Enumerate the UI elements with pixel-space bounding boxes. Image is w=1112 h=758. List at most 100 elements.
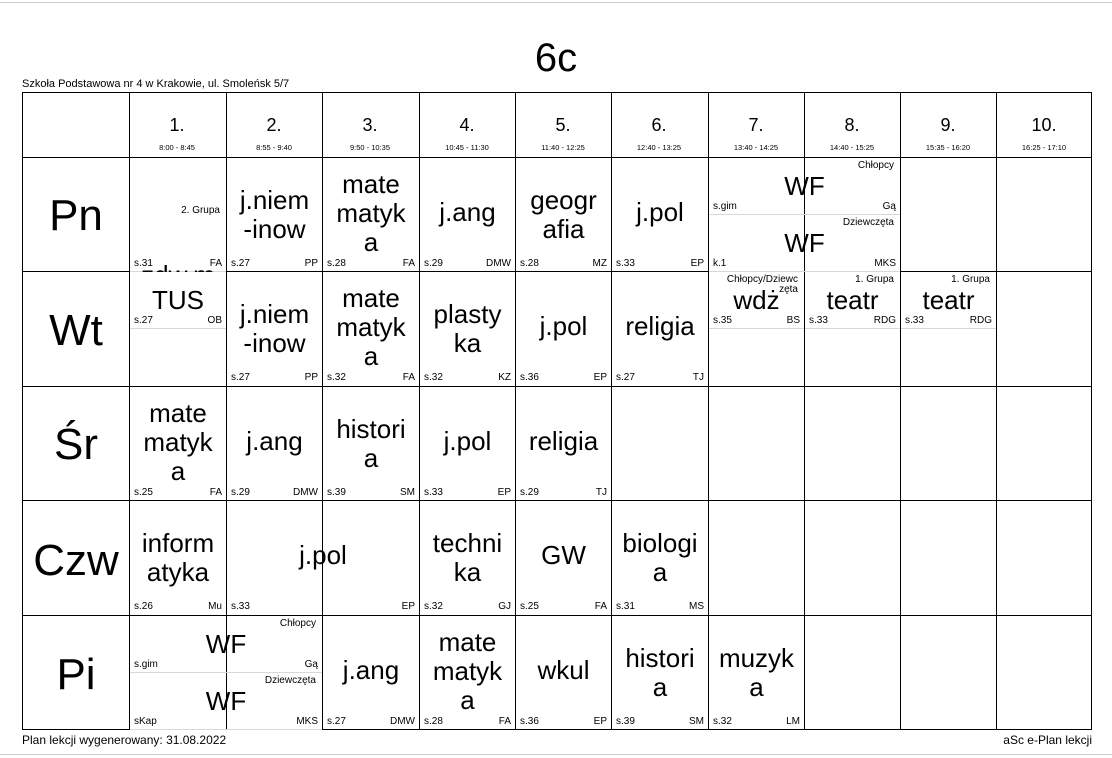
generated-date: Plan lekcji wygenerowany: 31.08.2022 xyxy=(22,733,227,747)
cell-separator xyxy=(901,328,996,329)
lesson-cell[interactable]: 1. Grupa teatr s.33 RDG xyxy=(901,272,996,329)
top-border xyxy=(0,2,1112,3)
lesson-subject: inform atyka xyxy=(141,528,215,588)
period-number: 5. xyxy=(555,115,571,135)
bottom-border xyxy=(0,754,1112,755)
lesson-cell[interactable]: GW s.25 FA xyxy=(516,501,611,615)
cell-separator xyxy=(805,328,900,329)
lesson-subject: plasty ka xyxy=(433,299,502,359)
lesson-group: Dziewczęta xyxy=(842,217,894,228)
lesson-room: s.39 xyxy=(327,487,346,498)
lesson-cell[interactable]: Dziewczęta WF k.1 MKS xyxy=(709,215,900,272)
lesson-cell[interactable]: j.pol s.36 EP xyxy=(516,272,611,386)
lesson-cell[interactable]: religia s.27 TJ xyxy=(612,272,708,386)
page-title: 6c xyxy=(534,36,578,80)
lesson-room: s.35 xyxy=(713,315,732,326)
grid-row-line xyxy=(23,386,1091,387)
period-number: 7. xyxy=(748,115,764,135)
lesson-group: Chłopcy xyxy=(857,160,894,171)
lesson-teacher: Gą xyxy=(304,659,318,670)
period-number: 3. xyxy=(362,115,378,135)
grid-row-line xyxy=(23,615,1091,616)
lesson-cell[interactable]: mate matyk a s.28 FA xyxy=(323,158,419,272)
lesson-teacher: DMW xyxy=(390,716,415,727)
lesson-room: s.29 xyxy=(231,487,250,498)
lesson-room: s.36 xyxy=(520,716,539,727)
lesson-cell[interactable]: Chłopcy WF s.gim Gą xyxy=(709,158,900,215)
lesson-cell[interactable]: biologi a s.31 MS xyxy=(612,501,708,615)
timetable-grid: 1. 8:00 - 8:45 2. 8:55 - 9:40 3. 9:50 - 10:35… xyxy=(22,92,1092,730)
grid-col-line xyxy=(322,93,323,729)
lesson-cell[interactable]: j.ang s.29 DMW xyxy=(420,158,515,272)
lesson-subject: j.pol xyxy=(443,426,492,456)
lesson-cell[interactable]: Dziewczęta WF sKap MKS xyxy=(130,673,322,730)
lesson-teacher: MKS xyxy=(874,258,896,269)
lesson-cell[interactable]: j.niem -inow s.27 PP xyxy=(227,158,322,272)
lesson-cell[interactable]: 1. Grupa teatr s.33 RDG xyxy=(805,272,900,329)
lesson-subject: wkul xyxy=(537,655,590,685)
lesson-room: s.27 xyxy=(231,372,250,383)
lesson-cell[interactable]: inform atyka s.26 Mu xyxy=(130,501,226,615)
lesson-room: s.33 xyxy=(905,315,924,326)
lesson-cell[interactable]: wkul s.36 EP xyxy=(516,616,611,730)
lesson-cell[interactable]: j.ang s.29 DMW xyxy=(227,387,322,501)
period-time: 13:40 - 14:25 xyxy=(733,143,779,152)
period-time: 16:25 - 17:10 xyxy=(1021,143,1067,152)
lesson-room: s.32 xyxy=(713,716,732,727)
lesson-room: s.29 xyxy=(520,487,539,498)
grid-col-line xyxy=(804,93,805,729)
cell-separator xyxy=(130,271,226,272)
lesson-room: s.29 xyxy=(424,258,443,269)
lesson-group: 1. Grupa xyxy=(855,274,894,285)
lesson-cell[interactable]: geogr afia s.28 MZ xyxy=(516,158,611,272)
lesson-subject: j.pol xyxy=(299,540,347,570)
lesson-room: s.27 xyxy=(231,258,250,269)
lesson-room: sKap xyxy=(134,716,157,727)
lesson-cell[interactable]: j.pol s.33 EP xyxy=(227,501,419,615)
lesson-room: s.26 xyxy=(134,601,153,612)
lesson-cell[interactable]: histori a s.39 SM xyxy=(612,616,708,730)
lesson-teacher: GJ xyxy=(498,601,511,612)
lesson-cell[interactable]: histori a s.39 SM xyxy=(323,387,419,501)
lesson-cell[interactable]: religia s.29 TJ xyxy=(516,387,611,501)
lesson-cell[interactable]: j.pol s.33 EP xyxy=(420,387,515,501)
period-time: 9:50 - 10:35 xyxy=(349,143,391,152)
lesson-cell[interactable]: techni ka s.32 GJ xyxy=(420,501,515,615)
lesson-cell[interactable]: 2. Grupa zdw.m at.s.31 FA xyxy=(130,203,226,272)
lesson-teacher: EP xyxy=(593,716,607,727)
lesson-cell[interactable]: mate matyk a s.25 FA xyxy=(130,387,226,501)
lesson-cell[interactable]: j.pol s.33 EP xyxy=(612,158,708,272)
lesson-subject: mate matyk a xyxy=(143,398,213,487)
lesson-cell[interactable]: mate matyk a s.32 FA xyxy=(323,272,419,386)
lesson-subject: teatr xyxy=(826,285,879,315)
lesson-teacher: MS xyxy=(689,601,704,612)
lesson-cell[interactable]: TUS s.27 OB xyxy=(130,272,226,329)
lesson-cell[interactable]: plasty ka s.32 KZ xyxy=(420,272,515,386)
lesson-teacher: EP xyxy=(401,601,415,612)
cell-separator xyxy=(709,271,900,272)
day-label: Śr xyxy=(54,420,98,469)
lesson-subject: teatr xyxy=(922,285,975,315)
lesson-cell[interactable]: j.niem -inow s.27 PP xyxy=(227,272,322,386)
lesson-cell[interactable]: Chłopcy WF s.gim Gą xyxy=(130,616,322,673)
lesson-teacher: PP xyxy=(304,372,318,383)
lesson-subject: WF xyxy=(784,228,825,258)
lesson-room: s.gim xyxy=(713,201,737,212)
cell-separator xyxy=(130,672,322,673)
lesson-subject: WF xyxy=(205,686,247,716)
period-number: 1. xyxy=(169,115,185,135)
lesson-cell[interactable]: j.ang s.27 DMW xyxy=(323,616,419,730)
lesson-cell[interactable]: mate matyk a s.28 FA xyxy=(420,616,515,730)
lesson-teacher: TJ xyxy=(692,372,704,383)
lesson-subject: muzyk a xyxy=(718,643,795,703)
grid-col-line xyxy=(419,93,420,729)
lesson-subject: j.niem -inow xyxy=(239,299,310,359)
lesson-room: k.1 xyxy=(713,258,727,269)
lesson-cell[interactable]: Chłopcy/Dziewc zęta wdż s.35 BS xyxy=(709,272,804,329)
lesson-cell[interactable]: muzyk a s.32 LM xyxy=(709,616,804,730)
lesson-subject: WF xyxy=(784,171,825,201)
lesson-teacher: EP xyxy=(690,258,704,269)
lesson-teacher: MKS xyxy=(296,716,318,727)
lesson-subject: WF xyxy=(205,629,247,659)
brand-label: aSc e-Plan lekcji xyxy=(1003,733,1092,747)
